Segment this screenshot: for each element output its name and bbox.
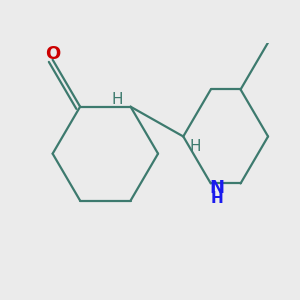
Text: H: H	[190, 139, 201, 154]
Text: H: H	[211, 191, 224, 206]
Text: H: H	[111, 92, 123, 107]
Text: O: O	[45, 45, 60, 63]
Text: N: N	[210, 179, 225, 197]
